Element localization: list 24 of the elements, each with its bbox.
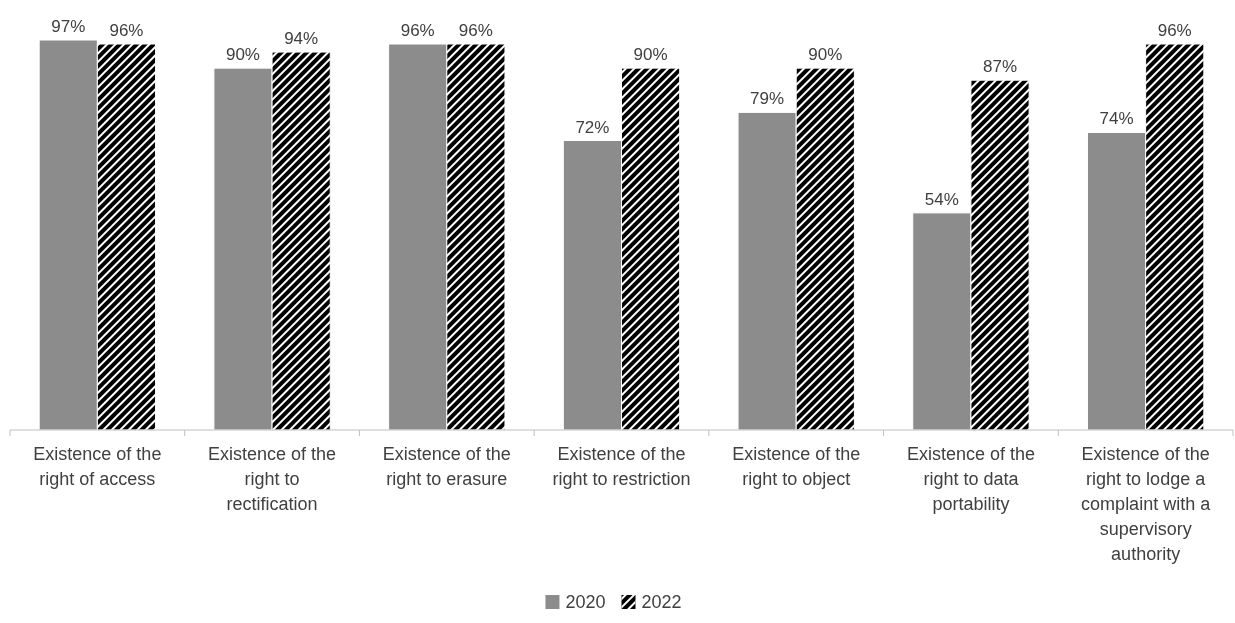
data-label: 96% [109, 21, 144, 41]
data-label: 97% [51, 17, 86, 36]
data-label: 90% [633, 45, 668, 65]
data-label: 90% [225, 45, 260, 65]
x-tick-label: Existence of the right of access [33, 444, 162, 489]
bar [737, 111, 797, 431]
legend-label: 2020 [565, 592, 606, 612]
x-tick-label: Existence of the right to object [732, 444, 861, 489]
data-label: 96% [458, 21, 493, 41]
data-label: 74% [1099, 109, 1134, 129]
data-label: 79% [750, 89, 785, 109]
data-label: 90% [808, 45, 843, 65]
x-tick-label: Existence of the right to restriction [552, 444, 691, 489]
legend-label: 2022 [641, 592, 682, 612]
data-label: 96% [1157, 21, 1192, 41]
x-tick-label: Existence of the right to rectification [208, 444, 337, 514]
x-tick-label: Existence of the right to data portability [906, 444, 1035, 514]
x-tick-label: Existence of the right to lodge a complaint with a supervisory authority [1081, 444, 1212, 564]
data-label: 54% [924, 189, 959, 209]
data-label: 94% [284, 29, 319, 49]
data-label: 72% [575, 117, 610, 137]
data-label: 87% [983, 57, 1018, 77]
x-tick-label: Existence of the right to erasure [382, 444, 511, 489]
data-label: 96% [400, 21, 435, 41]
